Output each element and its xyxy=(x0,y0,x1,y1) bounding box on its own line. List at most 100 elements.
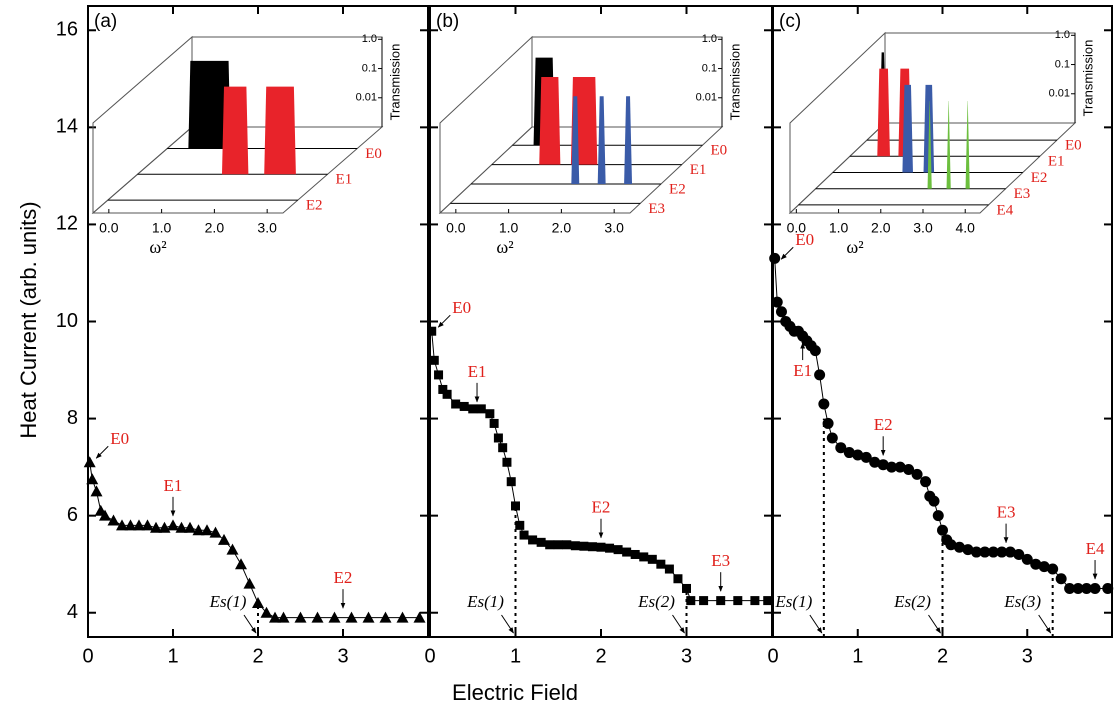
marker xyxy=(545,540,555,550)
marker xyxy=(226,543,239,555)
marker xyxy=(775,306,787,318)
marker xyxy=(493,433,503,443)
marker xyxy=(771,296,783,308)
marker xyxy=(613,545,623,555)
x-axis-label: Electric Field xyxy=(452,680,578,705)
inset-back-wall xyxy=(884,32,1076,124)
x-tick-label: 0 xyxy=(424,645,435,667)
inset-x-tick-label: 1.0 xyxy=(152,220,172,236)
inset-row-label: E2 xyxy=(669,181,686,197)
marker xyxy=(1089,582,1101,594)
marker xyxy=(519,530,529,540)
inset-side-wall xyxy=(789,31,886,215)
annotation-arrow xyxy=(437,314,451,328)
marker xyxy=(686,596,696,606)
y-tick-label: 4 xyxy=(67,601,78,623)
inset-x-tick-label: 0.0 xyxy=(446,220,466,236)
inset-z-label: Transmission xyxy=(1080,40,1095,117)
marker xyxy=(886,461,898,473)
transmission-band xyxy=(539,76,561,165)
marker xyxy=(442,389,452,399)
marker xyxy=(150,521,162,533)
marker xyxy=(502,457,512,467)
marker xyxy=(979,546,991,558)
data-line xyxy=(89,462,420,619)
marker xyxy=(362,611,375,623)
marker xyxy=(987,546,999,558)
transmission-band xyxy=(188,60,231,149)
inset-x-label: ω² xyxy=(846,237,863,257)
panel-label: (c) xyxy=(779,11,801,32)
annotation: E1 xyxy=(468,362,487,381)
annotation: E2 xyxy=(592,498,611,517)
x-tick-label: 3 xyxy=(681,645,692,667)
inset-x-tick-label: 4.0 xyxy=(955,220,975,236)
annotation: E3 xyxy=(997,503,1016,522)
threshold-arrow xyxy=(928,614,941,634)
marker xyxy=(434,370,444,380)
x-tick-label: 0 xyxy=(767,645,778,667)
marker xyxy=(260,606,273,618)
inset-x-tick-label: 2.0 xyxy=(871,220,891,236)
marker xyxy=(511,501,520,511)
inset-z-label: Transmission xyxy=(387,44,402,121)
marker xyxy=(201,524,213,536)
x-tick-label: 1 xyxy=(167,645,178,667)
y-tick-label: 14 xyxy=(56,116,78,138)
marker xyxy=(903,464,915,476)
marker xyxy=(562,540,572,550)
marker xyxy=(277,611,290,623)
marker xyxy=(124,519,137,531)
inset-x-tick-label: 0.0 xyxy=(99,220,119,236)
marker xyxy=(485,409,495,419)
transmission-band xyxy=(597,96,606,184)
marker xyxy=(379,611,392,623)
annotation-arrow xyxy=(780,246,794,260)
inset-x-tick-label: 3.0 xyxy=(257,220,277,236)
annotation: E0 xyxy=(452,298,471,317)
marker xyxy=(116,519,128,531)
marker xyxy=(1102,582,1114,594)
marker xyxy=(192,524,205,536)
marker xyxy=(869,456,881,468)
y-tick-label: 6 xyxy=(67,504,78,526)
marker xyxy=(468,404,478,414)
marker xyxy=(1013,548,1025,560)
y-tick-label: 10 xyxy=(56,310,78,332)
transmission-band xyxy=(877,68,890,157)
threshold-label: Es(2) xyxy=(893,592,931,611)
marker xyxy=(570,541,580,551)
marker xyxy=(928,495,940,507)
y-tick-label: 8 xyxy=(67,407,78,429)
marker xyxy=(664,564,674,574)
marker xyxy=(809,345,821,357)
marker xyxy=(894,461,906,473)
marker xyxy=(133,519,145,531)
threshold-label: Es(3) xyxy=(1003,592,1041,611)
marker xyxy=(877,459,889,471)
marker xyxy=(175,521,188,533)
annotation: E1 xyxy=(164,476,183,495)
marker xyxy=(1072,582,1084,594)
inset-x-label: ω² xyxy=(149,237,166,257)
marker xyxy=(269,611,281,623)
marker xyxy=(107,514,120,526)
inset-side-wall xyxy=(439,35,533,215)
marker xyxy=(413,611,426,623)
marker xyxy=(814,369,826,381)
annotation: E3 xyxy=(711,551,730,570)
marker xyxy=(682,583,691,593)
transmission-band xyxy=(221,86,249,175)
threshold-arrow xyxy=(1038,614,1052,634)
marker xyxy=(605,543,615,553)
inset-row-label: E2 xyxy=(306,198,323,214)
inset-row-label: E0 xyxy=(365,146,382,162)
marker xyxy=(945,539,957,551)
transmission-band xyxy=(264,86,296,175)
marker xyxy=(673,574,683,584)
inset-row-label: E1 xyxy=(336,172,353,188)
marker xyxy=(429,355,439,365)
marker xyxy=(459,401,469,411)
x-tick-label: 3 xyxy=(337,645,348,667)
marker xyxy=(167,519,179,531)
